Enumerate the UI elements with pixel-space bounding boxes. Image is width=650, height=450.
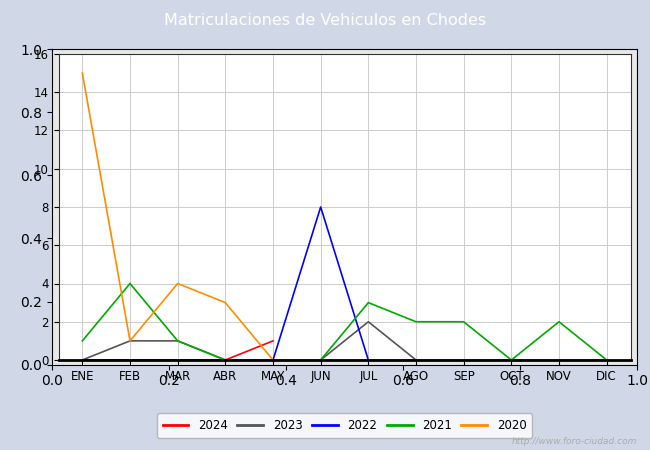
Text: Matriculaciones de Vehiculos en Chodes: Matriculaciones de Vehiculos en Chodes	[164, 13, 486, 28]
Text: http://www.foro-ciudad.com: http://www.foro-ciudad.com	[512, 436, 637, 446]
Legend: 2024, 2023, 2022, 2021, 2020: 2024, 2023, 2022, 2021, 2020	[157, 414, 532, 438]
